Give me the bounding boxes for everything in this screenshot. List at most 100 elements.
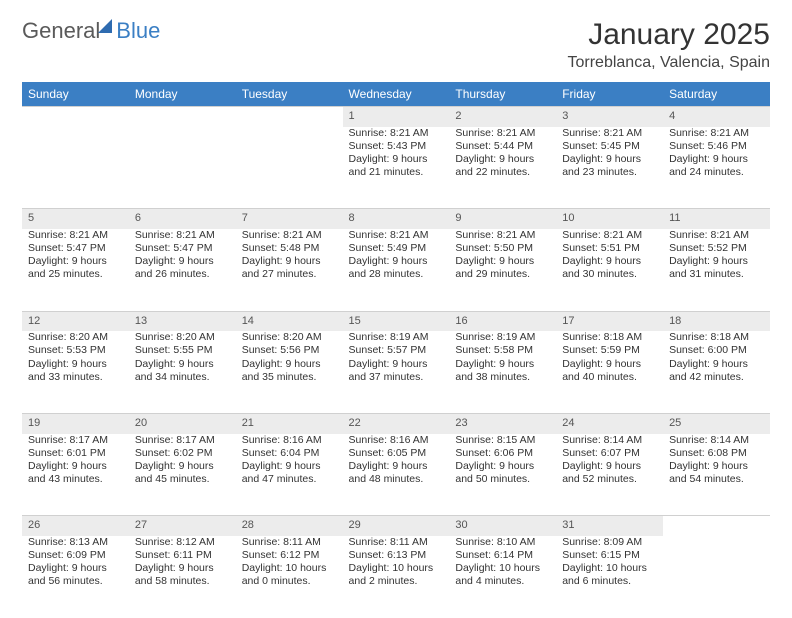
weekday-header: Saturday: [663, 82, 770, 107]
sunrise-line: Sunrise: 8:17 AM: [135, 434, 230, 447]
daylight-line-2: and 37 minutes.: [349, 371, 444, 384]
daylight-line-1: Daylight: 9 hours: [242, 358, 337, 371]
daylight-line-1: Daylight: 9 hours: [349, 460, 444, 473]
sunrise-line: Sunrise: 8:10 AM: [455, 536, 550, 549]
sunset-line: Sunset: 5:50 PM: [455, 242, 550, 255]
daylight-line-2: and 25 minutes.: [28, 268, 123, 281]
daylight-line-2: and 26 minutes.: [135, 268, 230, 281]
sunrise-line: Sunrise: 8:14 AM: [669, 434, 764, 447]
day-cell: Sunrise: 8:19 AMSunset: 5:57 PMDaylight:…: [343, 331, 450, 413]
sunrise-line: Sunrise: 8:21 AM: [135, 229, 230, 242]
day-number: 15: [343, 311, 450, 331]
sunrise-line: Sunrise: 8:18 AM: [669, 331, 764, 344]
daylight-line-2: and 48 minutes.: [349, 473, 444, 486]
daylight-line-2: and 29 minutes.: [455, 268, 550, 281]
day-cell: Sunrise: 8:21 AMSunset: 5:46 PMDaylight:…: [663, 127, 770, 209]
empty-cell: [129, 127, 236, 209]
daylight-line-2: and 34 minutes.: [135, 371, 230, 384]
sunrise-line: Sunrise: 8:11 AM: [242, 536, 337, 549]
sunrise-line: Sunrise: 8:21 AM: [28, 229, 123, 242]
day-number: 3: [556, 107, 663, 127]
day-number: 20: [129, 413, 236, 433]
daylight-line-1: Daylight: 9 hours: [349, 255, 444, 268]
sunrise-line: Sunrise: 8:19 AM: [349, 331, 444, 344]
daylight-line-1: Daylight: 10 hours: [562, 562, 657, 575]
daylight-line-1: Daylight: 9 hours: [28, 358, 123, 371]
sunset-line: Sunset: 5:59 PM: [562, 344, 657, 357]
day-cell: Sunrise: 8:21 AMSunset: 5:43 PMDaylight:…: [343, 127, 450, 209]
sunrise-line: Sunrise: 8:20 AM: [135, 331, 230, 344]
sunrise-line: Sunrise: 8:21 AM: [562, 127, 657, 140]
daylight-line-1: Daylight: 10 hours: [349, 562, 444, 575]
day-number-row: 12131415161718: [22, 311, 770, 331]
sunrise-line: Sunrise: 8:16 AM: [242, 434, 337, 447]
sunset-line: Sunset: 6:12 PM: [242, 549, 337, 562]
sunset-line: Sunset: 5:58 PM: [455, 344, 550, 357]
day-cell: Sunrise: 8:21 AMSunset: 5:52 PMDaylight:…: [663, 229, 770, 311]
day-number: 28: [236, 516, 343, 536]
daylight-line-2: and 38 minutes.: [455, 371, 550, 384]
daylight-line-2: and 33 minutes.: [28, 371, 123, 384]
sunrise-line: Sunrise: 8:21 AM: [349, 229, 444, 242]
day-cell: Sunrise: 8:21 AMSunset: 5:45 PMDaylight:…: [556, 127, 663, 209]
daylight-line-1: Daylight: 9 hours: [455, 255, 550, 268]
day-number: 17: [556, 311, 663, 331]
sunrise-line: Sunrise: 8:21 AM: [669, 229, 764, 242]
day-number: 6: [129, 209, 236, 229]
weekday-header: Tuesday: [236, 82, 343, 107]
daylight-line-2: and 54 minutes.: [669, 473, 764, 486]
day-number: 18: [663, 311, 770, 331]
day-detail-row: Sunrise: 8:20 AMSunset: 5:53 PMDaylight:…: [22, 331, 770, 413]
sunset-line: Sunset: 5:48 PM: [242, 242, 337, 255]
sunset-line: Sunset: 5:45 PM: [562, 140, 657, 153]
daylight-line-1: Daylight: 9 hours: [562, 153, 657, 166]
brand-triangle-icon: [98, 19, 112, 33]
title-block: January 2025 Torreblanca, Valencia, Spai…: [568, 18, 771, 72]
daylight-line-1: Daylight: 9 hours: [669, 153, 764, 166]
day-number: 7: [236, 209, 343, 229]
daylight-line-1: Daylight: 9 hours: [28, 255, 123, 268]
sunset-line: Sunset: 5:46 PM: [669, 140, 764, 153]
empty-cell: [129, 107, 236, 127]
day-number: 11: [663, 209, 770, 229]
day-cell: Sunrise: 8:10 AMSunset: 6:14 PMDaylight:…: [449, 536, 556, 618]
sunrise-line: Sunrise: 8:21 AM: [669, 127, 764, 140]
day-cell: Sunrise: 8:21 AMSunset: 5:47 PMDaylight:…: [129, 229, 236, 311]
daylight-line-2: and 6 minutes.: [562, 575, 657, 588]
day-cell: Sunrise: 8:18 AMSunset: 6:00 PMDaylight:…: [663, 331, 770, 413]
day-number: 19: [22, 413, 129, 433]
sunset-line: Sunset: 5:49 PM: [349, 242, 444, 255]
sunset-line: Sunset: 6:14 PM: [455, 549, 550, 562]
sunrise-line: Sunrise: 8:21 AM: [455, 127, 550, 140]
daylight-line-2: and 27 minutes.: [242, 268, 337, 281]
sunset-line: Sunset: 6:15 PM: [562, 549, 657, 562]
sunset-line: Sunset: 6:09 PM: [28, 549, 123, 562]
day-detail-row: Sunrise: 8:21 AMSunset: 5:43 PMDaylight:…: [22, 127, 770, 209]
day-cell: Sunrise: 8:11 AMSunset: 6:13 PMDaylight:…: [343, 536, 450, 618]
day-cell: Sunrise: 8:14 AMSunset: 6:07 PMDaylight:…: [556, 434, 663, 516]
day-number: 5: [22, 209, 129, 229]
weekday-header: Wednesday: [343, 82, 450, 107]
day-cell: Sunrise: 8:16 AMSunset: 6:05 PMDaylight:…: [343, 434, 450, 516]
day-number-row: 262728293031: [22, 516, 770, 536]
sunrise-line: Sunrise: 8:20 AM: [28, 331, 123, 344]
sunset-line: Sunset: 6:04 PM: [242, 447, 337, 460]
calendar-head: SundayMondayTuesdayWednesdayThursdayFrid…: [22, 82, 770, 107]
day-detail-row: Sunrise: 8:21 AMSunset: 5:47 PMDaylight:…: [22, 229, 770, 311]
day-number: 13: [129, 311, 236, 331]
empty-cell: [22, 127, 129, 209]
daylight-line-2: and 28 minutes.: [349, 268, 444, 281]
daylight-line-1: Daylight: 9 hours: [28, 460, 123, 473]
sunrise-line: Sunrise: 8:11 AM: [349, 536, 444, 549]
daylight-line-2: and 24 minutes.: [669, 166, 764, 179]
sunset-line: Sunset: 6:13 PM: [349, 549, 444, 562]
daylight-line-2: and 2 minutes.: [349, 575, 444, 588]
day-number: 30: [449, 516, 556, 536]
daylight-line-2: and 21 minutes.: [349, 166, 444, 179]
sunrise-line: Sunrise: 8:18 AM: [562, 331, 657, 344]
day-cell: Sunrise: 8:19 AMSunset: 5:58 PMDaylight:…: [449, 331, 556, 413]
sunset-line: Sunset: 6:05 PM: [349, 447, 444, 460]
day-cell: Sunrise: 8:21 AMSunset: 5:48 PMDaylight:…: [236, 229, 343, 311]
sunset-line: Sunset: 5:47 PM: [135, 242, 230, 255]
sunrise-line: Sunrise: 8:21 AM: [562, 229, 657, 242]
